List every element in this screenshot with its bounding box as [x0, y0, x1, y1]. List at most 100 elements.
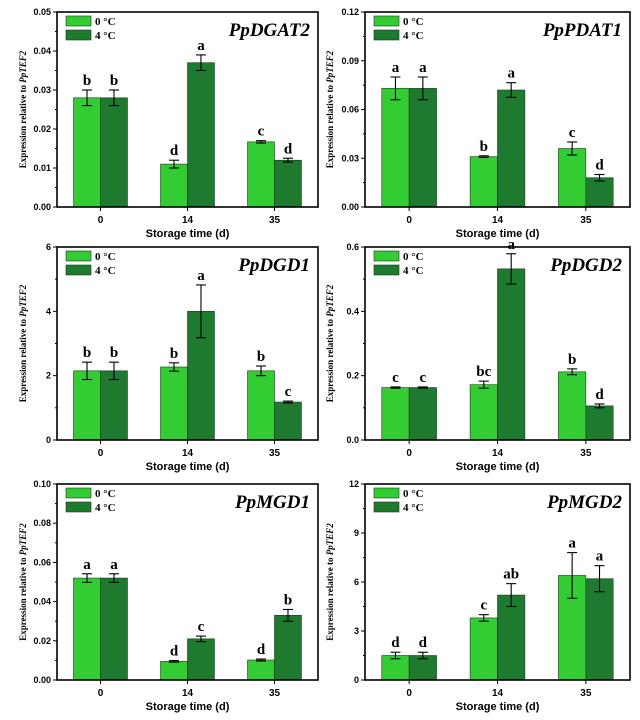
y-tick-label: 6 [46, 242, 51, 252]
significance-label: b [110, 73, 118, 89]
chart-panel-2: 0.00 0.03 0.06 0.09 0.12 a b c a a d 0 14 35 Storage t… [325, 7, 631, 240]
x-tick-label: 0 [406, 215, 412, 226]
x-axis-label: Storage time (d) [146, 701, 230, 713]
legend-swatch [373, 501, 400, 513]
bar-4c-35 [585, 578, 614, 681]
y-axis-label: Expression relative to PpTEF2 [325, 284, 335, 402]
significance-label: d [391, 635, 400, 651]
y-tick-label: 0.06 [341, 105, 359, 115]
bar-4c-0 [408, 88, 437, 208]
bar-4c-14 [187, 62, 215, 208]
y-tick-label: 0.00 [33, 675, 51, 685]
legend-label: 0 °C [95, 16, 116, 28]
plot-frame [364, 11, 631, 208]
legend: 0 °C 4 °C [65, 15, 116, 42]
y-tick-label: 0.00 [341, 202, 359, 212]
legend-swatch [65, 250, 92, 262]
significance-label: d [170, 644, 179, 660]
y-axis-label: Expression relative to PpTEF2 [18, 523, 28, 641]
bar-0c-0 [381, 88, 410, 208]
y-tick-label: 0.6 [346, 242, 359, 252]
chart-title: PpMGD1 [234, 492, 310, 513]
significance-label: a [419, 60, 427, 76]
bar-0c-14 [160, 366, 188, 441]
significance-label: d [595, 387, 604, 403]
significance-label: a [392, 60, 400, 76]
significance-label: ab [503, 567, 519, 583]
chart-panel-6: 0 3 6 9 12 d c a d ab a 0 14 35 Storage time (d) Expres… [325, 479, 631, 713]
legend-swatch [373, 15, 400, 27]
legend: 0 °C 4 °C [65, 250, 116, 277]
x-tick-label: 0 [406, 448, 412, 459]
bar-0c-14 [469, 384, 498, 441]
bar-0c-0 [73, 97, 101, 208]
legend-label: 4 °C [403, 265, 424, 277]
y-axis-label-prefix: Expression relative to [325, 83, 335, 168]
bar-0c-35 [247, 659, 275, 681]
legend-swatch [65, 264, 92, 276]
bar-0c-14 [160, 661, 188, 681]
significance-label: c [392, 370, 399, 386]
y-axis-label-gene: PpTEF2 [325, 50, 335, 83]
y-tick-label: 0.01 [33, 163, 51, 173]
x-tick-label: 0 [98, 215, 104, 226]
x-tick-label: 35 [269, 448, 281, 459]
bar-4c-0 [408, 655, 437, 681]
bar-0c-0 [381, 387, 410, 441]
bar-4c-35 [274, 159, 302, 208]
legend-swatch [65, 29, 92, 41]
legend: 0 °C 4 °C [65, 487, 116, 514]
bar-0c-14 [469, 156, 498, 208]
chart-title: PpMGD2 [546, 492, 622, 513]
significance-label: a [197, 268, 205, 284]
y-axis-label-gene: PpTEF2 [18, 284, 28, 317]
x-axis-label: Storage time (d) [456, 461, 540, 473]
bar-4c-35 [585, 405, 614, 441]
legend: 0 °C 4 °C [373, 15, 424, 42]
legend: 0 °C 4 °C [373, 487, 424, 514]
significance-label: c [420, 370, 427, 386]
chart-title: PpDGD2 [549, 255, 622, 276]
bar-0c-35 [558, 371, 587, 441]
y-tick-label: 0.05 [33, 7, 51, 17]
y-axis-label-prefix: Expression relative to [18, 317, 28, 402]
y-axis-label: Expression relative to PpTEF2 [18, 284, 28, 402]
significance-label: c [569, 125, 576, 141]
bar-0c-0 [73, 370, 101, 441]
x-tick-label: 14 [182, 688, 194, 699]
bar-4c-35 [585, 177, 614, 208]
y-tick-label: 0.02 [33, 636, 51, 646]
legend-label: 0 °C [95, 488, 116, 500]
y-axis-label: Expression relative to PpTEF2 [18, 50, 28, 168]
x-tick-label: 35 [269, 215, 281, 226]
chart-title: PpPDAT1 [542, 20, 622, 41]
significance-label: d [419, 635, 428, 651]
significance-label: d [170, 143, 179, 159]
significance-label: d [284, 141, 293, 157]
significance-label: a [568, 536, 576, 552]
x-tick-label: 0 [98, 688, 104, 699]
plot-frame [56, 11, 319, 208]
plot-frame [364, 483, 631, 681]
bar-0c-35 [558, 148, 587, 208]
x-tick-label: 14 [182, 448, 194, 459]
legend-label: 0 °C [403, 251, 424, 263]
legend: 0 °C 4 °C [373, 250, 424, 277]
bar-0c-14 [160, 163, 188, 208]
legend-swatch [65, 487, 92, 499]
significance-label: c [198, 619, 205, 635]
bar-4c-35 [274, 615, 302, 681]
bar-0c-35 [247, 370, 275, 441]
significance-label: c [285, 384, 292, 400]
significance-label: b [568, 352, 576, 368]
x-tick-label: 14 [492, 448, 504, 459]
significance-label: a [197, 38, 205, 54]
y-tick-label: 0 [354, 675, 359, 685]
legend-label: 4 °C [403, 502, 424, 514]
y-axis-label-gene: PpTEF2 [325, 284, 335, 317]
legend-swatch [373, 250, 400, 262]
chart-title: PpDGD1 [237, 255, 310, 276]
legend-swatch [65, 15, 92, 27]
